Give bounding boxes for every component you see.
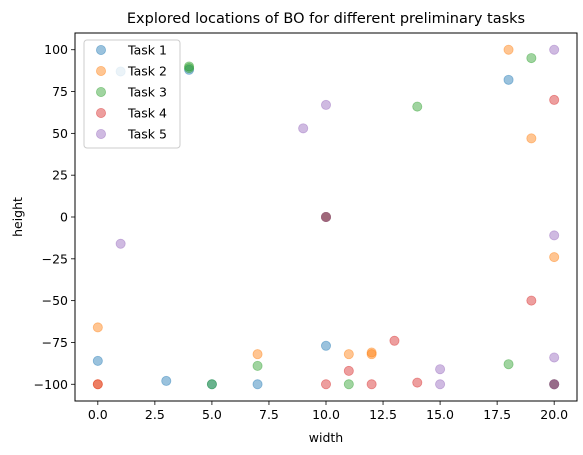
data-point-task-1-3 xyxy=(161,375,172,386)
x-tick-label: 20.0 xyxy=(540,407,568,422)
data-point-task-4-2 xyxy=(320,211,331,222)
data-point-task-4-7 xyxy=(412,377,423,388)
data-point-task-1-7 xyxy=(320,211,331,222)
data-point-task-2-3 xyxy=(252,349,263,360)
legend-label-task-3: Task 3 xyxy=(127,85,167,100)
data-point-task-4-6 xyxy=(389,335,400,346)
data-point-task-4-8 xyxy=(526,295,537,306)
data-point-task-2-2 xyxy=(92,379,103,390)
y-tick-label: −100 xyxy=(34,377,68,392)
data-point-task-5-5 xyxy=(435,364,446,375)
data-point-task-4-4 xyxy=(343,365,354,376)
data-point-task-3-10 xyxy=(184,63,195,74)
y-tick-label: 75 xyxy=(52,84,68,99)
y-axis-title: height xyxy=(10,197,25,237)
data-point-task-2-1 xyxy=(92,322,103,333)
data-point-task-1-6 xyxy=(252,379,263,390)
legend-label-task-1: Task 1 xyxy=(127,43,167,58)
legend-box xyxy=(83,39,181,149)
y-axis: 100 75 50 25 0 −25 −50 −75 −100 xyxy=(34,42,75,392)
legend-marker-task-5 xyxy=(96,128,107,139)
legend-label-task-4: Task 4 xyxy=(127,106,167,121)
data-point-task-3-5 xyxy=(412,101,423,112)
x-tick-label: 5.0 xyxy=(202,407,222,422)
data-point-task-5-6 xyxy=(435,379,446,390)
x-axis: 0.0 2.5 5.0 7.5 10.0 12.5 15.0 17.5 20.0 xyxy=(88,401,568,422)
x-tick-label: 10.0 xyxy=(312,407,340,422)
data-point-task-4-1 xyxy=(92,379,103,390)
y-tick-label: 100 xyxy=(44,42,68,57)
legend: Task 1 Task 2 Task 3 Task 4 Task 5 xyxy=(83,39,181,149)
y-tick-label: −50 xyxy=(42,293,68,308)
y-tick-label: −25 xyxy=(42,251,68,266)
data-point-task-2-5 xyxy=(366,347,377,358)
x-tick-label: 7.5 xyxy=(259,407,279,422)
data-point-task-2-10 xyxy=(320,211,331,222)
data-point-task-3-9 xyxy=(549,379,560,390)
y-tick-label: 0 xyxy=(60,210,68,225)
x-tick-label: 2.5 xyxy=(145,407,165,422)
x-tick-label: 17.5 xyxy=(483,407,511,422)
data-point-task-4-10 xyxy=(549,379,560,390)
data-point-task-5-9 xyxy=(549,352,560,363)
x-tick-label: 0.0 xyxy=(88,407,108,422)
data-point-task-3-7 xyxy=(526,53,537,64)
data-point-task-3-6 xyxy=(503,359,514,370)
data-point-task-5-10 xyxy=(549,379,560,390)
data-point-task-1-4 xyxy=(184,64,195,75)
y-tick-label: −75 xyxy=(42,335,68,350)
data-point-task-3-3 xyxy=(252,360,263,371)
chart-title: Explored locations of BO for different p… xyxy=(127,11,525,27)
data-point-task-1-1 xyxy=(92,355,103,366)
data-point-task-3-4 xyxy=(343,379,354,390)
data-point-task-5-1 xyxy=(115,238,126,249)
y-tick-label: 25 xyxy=(52,168,68,183)
data-point-task-2-6 xyxy=(366,349,377,360)
data-point-task-5-8 xyxy=(549,230,560,241)
data-point-task-2-7 xyxy=(503,44,514,55)
data-point-task-5-7 xyxy=(549,44,560,55)
y-tick-label: 50 xyxy=(52,126,68,141)
data-point-task-3-2 xyxy=(206,379,217,390)
data-point-task-1-9 xyxy=(503,74,514,85)
data-point-task-5-3 xyxy=(320,99,331,110)
data-point-task-2-9 xyxy=(549,252,560,263)
data-point-task-1-8 xyxy=(320,340,331,351)
x-axis-title: width xyxy=(309,430,343,445)
data-point-task-2-4 xyxy=(343,349,354,360)
legend-marker-task-1 xyxy=(96,45,107,56)
legend-marker-task-4 xyxy=(96,108,107,119)
data-point-task-4-3 xyxy=(320,379,331,390)
data-point-task-4-5 xyxy=(366,379,377,390)
data-point-task-2-8 xyxy=(526,133,537,144)
data-point-task-3-8 xyxy=(320,211,331,222)
legend-label-task-2: Task 2 xyxy=(127,64,167,79)
data-point-task-3-1 xyxy=(184,61,195,72)
data-point-task-4-9 xyxy=(549,94,560,105)
data-point-task-5-4 xyxy=(320,211,331,222)
legend-marker-task-2 xyxy=(96,66,107,77)
data-point-task-1-10 xyxy=(549,379,560,390)
x-tick-label: 12.5 xyxy=(369,407,397,422)
legend-label-task-5: Task 5 xyxy=(127,127,167,142)
data-point-task-1-5 xyxy=(206,379,217,390)
legend-marker-task-3 xyxy=(96,87,107,98)
data-point-task-5-2 xyxy=(298,123,309,134)
x-tick-label: 15.0 xyxy=(426,407,454,422)
points-layer xyxy=(92,44,560,390)
